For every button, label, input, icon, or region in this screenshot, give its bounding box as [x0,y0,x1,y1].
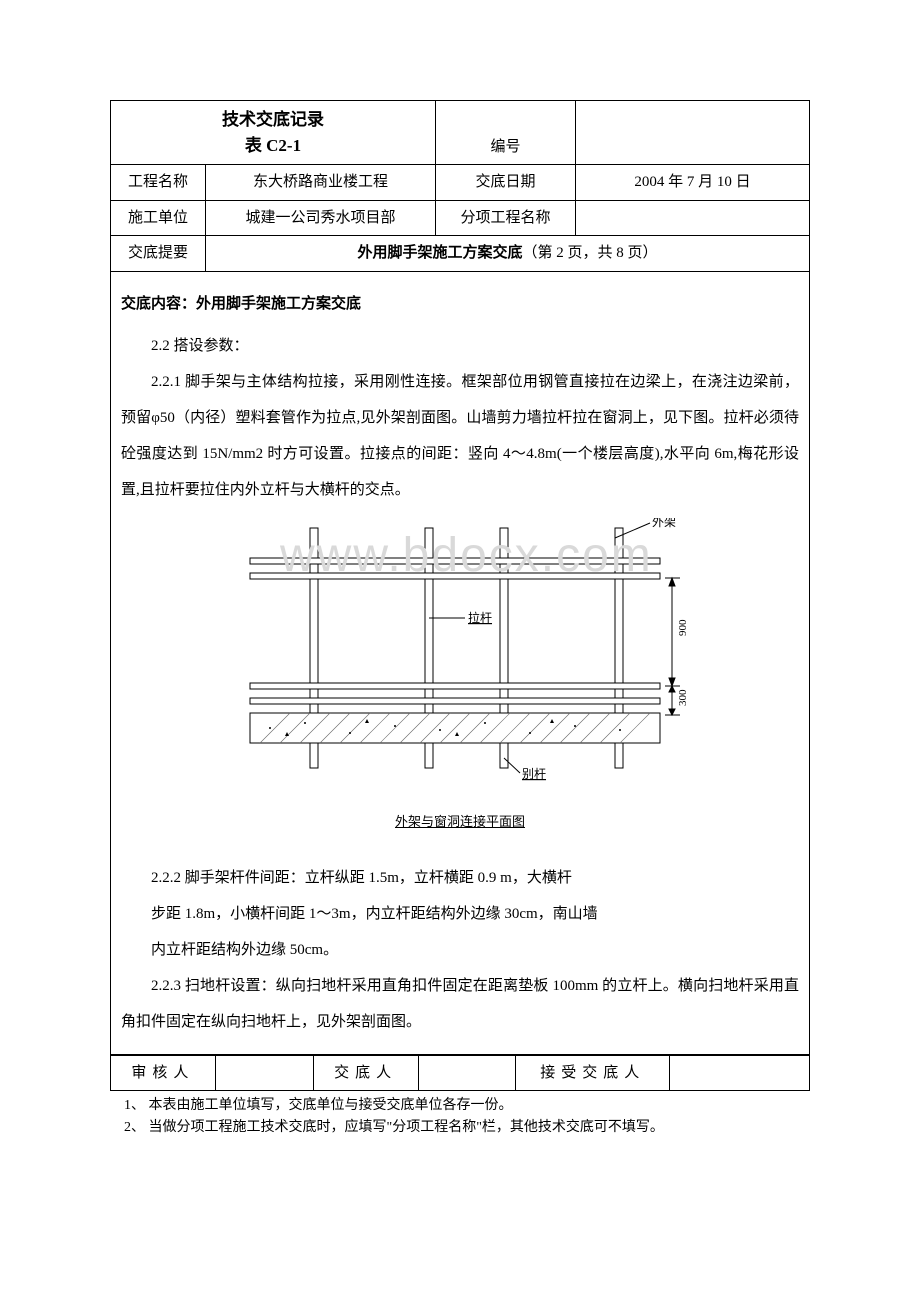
content-heading: 交底内容：外用脚手架施工方案交底 [121,286,799,322]
dim-900: 900 [677,619,689,636]
doc-subtitle: 表 C2-1 [119,133,427,159]
label-lagan: 拉杆 [468,610,492,625]
bianhao-value [576,101,810,165]
diagram-container: www.bdocx.com [121,518,799,840]
project-label: 工程名称 [111,165,206,201]
para-2-2-3: 2.2.3 扫地杆设置：纵向扫地杆采用直角扣件固定在距离垫板 100mm 的立杆… [121,968,799,1040]
reviewer-value [215,1055,313,1091]
label-biegan: 别杆 [522,767,546,781]
project-value: 东大桥路商业楼工程 [206,165,436,201]
dim-300: 300 [677,689,689,706]
header-table: 技术交底记录 表 C2-1 编号 工程名称 东大桥路商业楼工程 交底日期 200… [110,100,810,1055]
content-cell: 交底内容：外用脚手架施工方案交底 2.2 搭设参数： 2.2.1 脚手架与主体结… [111,271,810,1054]
date-label: 交底日期 [436,165,576,201]
receiver-label: 接受交底人 [516,1055,670,1091]
unit-label: 施工单位 [111,200,206,236]
discloser-value [418,1055,516,1091]
summary-page: （第 2 页，共 8 页） [523,245,658,261]
reviewer-label: 审核人 [111,1055,216,1091]
summary-label: 交底提要 [111,236,206,272]
discloser-label: 交底人 [313,1055,418,1091]
summary-title: 外用脚手架施工方案交底 [357,245,522,261]
para-2-2-2b: 步距 1.8m，小横杆间距 1～3m，内立杆距结构外边缘 30cm，南山墙 [121,896,799,932]
title-cell: 技术交底记录 表 C2-1 [111,101,436,165]
note-1: 1、 本表由施工单位填写，交底单位与接受交底单位各存一份。 [110,1095,810,1117]
summary-cell: 外用脚手架施工方案交底（第 2 页，共 8 页） [206,236,810,272]
subitem-value [576,200,810,236]
para-2-2-2a: 2.2.2 脚手架杆件间距：立杆纵距 1.5m，立杆横距 0.9 m，大横杆 [121,860,799,896]
bianhao-label: 编号 [436,101,576,165]
subitem-label: 分项工程名称 [436,200,576,236]
receiver-value [670,1055,810,1091]
diagram-svg: 外架 拉杆 别杆 [210,518,710,788]
para-2-2: 2.2 搭设参数： [121,328,799,364]
footer-table: 审核人 交底人 接受交底人 [110,1055,810,1092]
para-2-2-1: 2.2.1 脚手架与主体结构拉接，采用刚性连接。框架部位用钢管直接拉在边梁上，在… [121,364,799,508]
diagram-caption: 外架与窗洞连接平面图 [210,806,710,837]
label-waijia: 外架 [652,518,676,529]
footnotes: 1、 本表由施工单位填写，交底单位与接受交底单位各存一份。 2、 当做分项工程施… [110,1095,810,1140]
unit-value: 城建一公司秀水项目部 [206,200,436,236]
para-2-2-2c: 内立杆距结构外边缘 50cm。 [121,932,799,968]
doc-title: 技术交底记录 [119,107,427,133]
date-value: 2004 年 7 月 10 日 [576,165,810,201]
note-2: 2、 当做分项工程施工技术交底时，应填写"分项工程名称"栏，其他技术交底可不填写… [110,1117,810,1139]
